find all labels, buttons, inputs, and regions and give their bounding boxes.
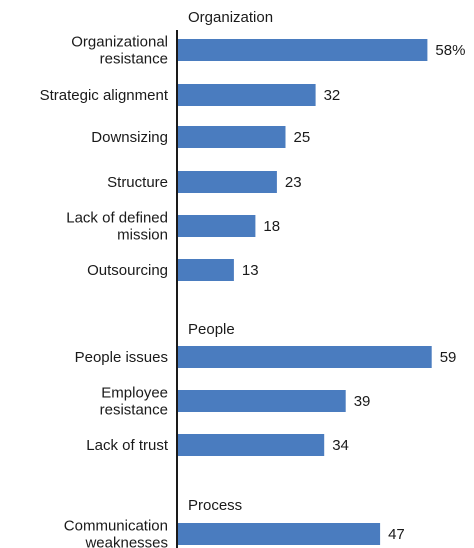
category-label: Communication: [64, 518, 168, 535]
data-label: 58%: [435, 42, 465, 59]
data-label: 25: [294, 129, 311, 146]
category-label: Organizational: [71, 34, 168, 51]
category-label: Strategic alignment: [40, 87, 169, 104]
data-label: 32: [324, 87, 341, 104]
data-label: 13: [242, 262, 259, 279]
bar: [178, 259, 234, 281]
data-label: 39: [354, 393, 371, 410]
category-label: Lack of defined: [66, 210, 168, 227]
bar: [178, 84, 316, 106]
data-label: 18: [263, 218, 280, 235]
category-label: Structure: [107, 174, 168, 191]
group-heading: Organization: [188, 9, 273, 26]
bar: [178, 434, 325, 456]
bar: [178, 523, 381, 545]
bar: [178, 390, 346, 412]
category-label: Lack of trust: [86, 437, 169, 454]
bar: [178, 171, 277, 193]
category-label: resistance: [100, 51, 168, 68]
category-label: mission: [117, 227, 168, 244]
group-heading: Process: [188, 497, 242, 514]
bar: [178, 215, 256, 237]
category-label: Outsourcing: [87, 262, 168, 279]
category-label: Downsizing: [91, 129, 168, 146]
bar: [178, 39, 428, 61]
category-label: resistance: [100, 402, 168, 419]
bar: [178, 346, 432, 368]
category-label: People issues: [75, 349, 168, 366]
data-label: 34: [332, 437, 349, 454]
data-label: 47: [388, 526, 405, 543]
category-label: Employee: [101, 385, 168, 402]
bar: [178, 126, 286, 148]
group-heading: People: [188, 321, 235, 338]
data-label: 23: [285, 174, 302, 191]
category-label: weaknesses: [84, 535, 168, 548]
data-label: 59: [440, 349, 457, 366]
